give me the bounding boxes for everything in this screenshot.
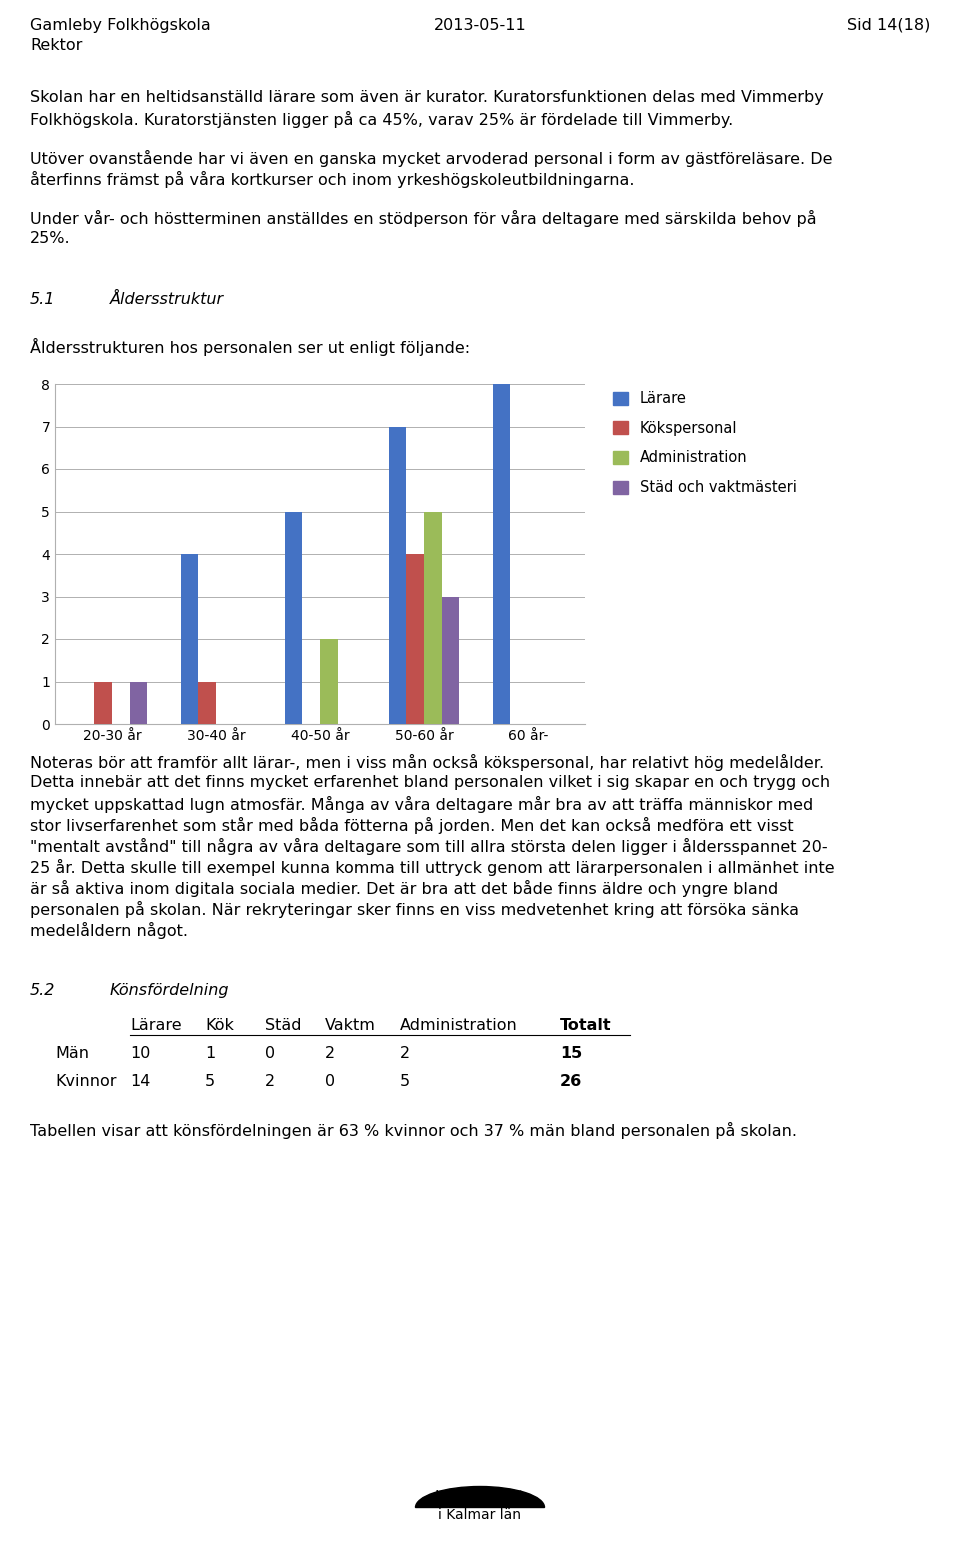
Text: personalen på skolan. När rekryteringar sker finns en viss medvetenhet kring att: personalen på skolan. När rekryteringar …	[30, 901, 799, 918]
Text: Vaktm: Vaktm	[325, 1018, 376, 1033]
Text: 25%.: 25%.	[30, 232, 71, 246]
Text: 5: 5	[400, 1074, 410, 1089]
Text: Könsfördelning: Könsfördelning	[110, 984, 229, 998]
Text: medelåldern något.: medelåldern något.	[30, 922, 188, 939]
Text: Under vår- och höstterminen anställdes en stödperson för våra deltagare med särs: Under vår- och höstterminen anställdes e…	[30, 210, 817, 227]
Text: 2: 2	[265, 1074, 276, 1089]
Bar	[199, 682, 216, 724]
Text: 2013-05-11: 2013-05-11	[434, 19, 526, 33]
Text: i Kalmar län: i Kalmar län	[439, 1507, 521, 1521]
Text: 25 år. Detta skulle till exempel kunna komma till uttryck genom att lärarpersona: 25 år. Detta skulle till exempel kunna k…	[30, 859, 834, 876]
Text: Städ: Städ	[265, 1018, 301, 1033]
Text: 2: 2	[325, 1046, 335, 1061]
Bar	[424, 511, 442, 724]
Text: Administration: Administration	[400, 1018, 517, 1033]
Text: 5.2: 5.2	[30, 984, 56, 998]
Text: 14: 14	[130, 1074, 151, 1089]
Text: återfinns främst på våra kortkurser och inom yrkeshögskoleutbildningarna.: återfinns främst på våra kortkurser och …	[30, 171, 635, 188]
Bar	[492, 384, 510, 724]
Bar	[406, 553, 424, 724]
Text: 10: 10	[130, 1046, 151, 1061]
Text: Noteras bör att framför allt lärar-, men i viss mån också kökspersonal, har rela: Noteras bör att framför allt lärar-, men…	[30, 754, 824, 771]
Text: 0: 0	[265, 1046, 276, 1061]
Bar	[130, 682, 148, 724]
Text: Åldersstrukturen hos personalen ser ut enligt följande:: Åldersstrukturen hos personalen ser ut e…	[30, 339, 470, 356]
Bar	[320, 639, 338, 724]
Text: 5: 5	[205, 1074, 215, 1089]
Wedge shape	[416, 1487, 544, 1507]
Text: Skolan har en heltidsanställd lärare som även är kurator. Kuratorsfunktionen del: Skolan har en heltidsanställd lärare som…	[30, 90, 824, 106]
Text: 5.1: 5.1	[30, 292, 56, 308]
Text: Män: Män	[55, 1046, 89, 1061]
Text: Tabellen visar att könsfördelningen är 63 % kvinnor och 37 % män bland personale: Tabellen visar att könsfördelningen är 6…	[30, 1122, 797, 1139]
Text: 0: 0	[325, 1074, 335, 1089]
Text: 26: 26	[560, 1074, 583, 1089]
Text: Totalt: Totalt	[560, 1018, 612, 1033]
Bar	[285, 511, 302, 724]
Text: 15: 15	[560, 1046, 583, 1061]
Text: Kvinnor: Kvinnor	[55, 1074, 116, 1089]
Bar	[442, 597, 459, 724]
Bar	[180, 553, 199, 724]
Text: Rektor: Rektor	[30, 37, 83, 53]
Text: 1: 1	[205, 1046, 215, 1061]
Bar	[389, 426, 406, 724]
Text: Sid 14(18): Sid 14(18)	[847, 19, 930, 33]
Text: är så aktiva inom digitala sociala medier. Det är bra att det både finns äldre o: är så aktiva inom digitala sociala medie…	[30, 880, 779, 897]
Text: Detta innebär att det finns mycket erfarenhet bland personalen vilket i sig skap: Detta innebär att det finns mycket erfar…	[30, 775, 830, 789]
Text: Kök: Kök	[205, 1018, 234, 1033]
Text: Lärare: Lärare	[130, 1018, 181, 1033]
Text: Folkhögskola. Kuratorstjänsten ligger på ca 45%, varav 25% är fördelade till Vim: Folkhögskola. Kuratorstjänsten ligger på…	[30, 110, 733, 127]
Legend: Lärare, Kökspersonal, Administration, Städ och vaktmästeri: Lärare, Kökspersonal, Administration, St…	[613, 392, 797, 496]
Text: Åldersstruktur: Åldersstruktur	[110, 292, 224, 308]
Bar	[94, 682, 112, 724]
Text: mycket uppskattad lugn atmosfär. Många av våra deltagare mår bra av att träffa m: mycket uppskattad lugn atmosfär. Många a…	[30, 796, 813, 813]
Text: stor livserfarenhet som står med båda fötterna på jorden. Men det kan också medf: stor livserfarenhet som står med båda fö…	[30, 817, 794, 834]
Text: Utöver ovanstående har vi även en ganska mycket arvoderad personal i form av gäs: Utöver ovanstående har vi även en ganska…	[30, 151, 832, 166]
Text: Gamleby Folkhögskola: Gamleby Folkhögskola	[30, 19, 211, 33]
Text: Landstinget: Landstinget	[435, 1490, 525, 1504]
Text: "mentalt avstånd" till några av våra deltagare som till allra största delen ligg: "mentalt avstånd" till några av våra del…	[30, 838, 828, 855]
Text: 2: 2	[400, 1046, 410, 1061]
